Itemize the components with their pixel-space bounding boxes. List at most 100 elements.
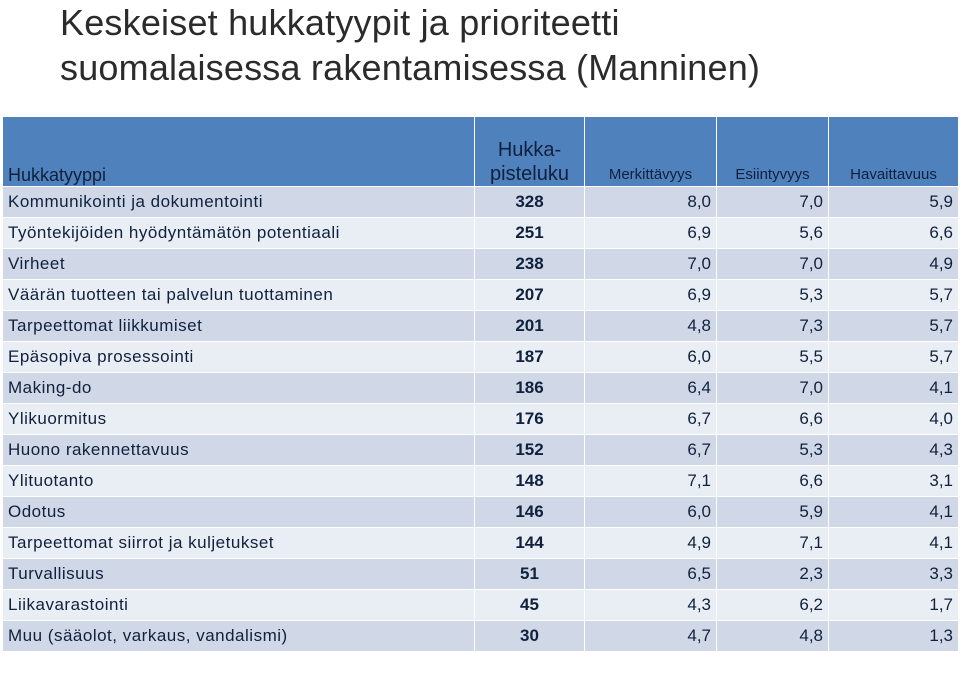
significance-cell: 6,9	[584, 217, 717, 249]
waste-type-cell: Huono rakennettavuus	[2, 434, 475, 466]
waste-points-cell: 187	[474, 341, 585, 373]
detectability-cell: 5,7	[828, 341, 959, 373]
waste-type-cell: Liikavarastointi	[2, 589, 475, 621]
waste-points-cell: 328	[474, 186, 585, 218]
detectability-cell: 4,1	[828, 496, 959, 528]
detectability-cell: 3,3	[828, 558, 959, 590]
significance-cell: 8,0	[584, 186, 717, 218]
table-row: Ylituotanto 148 7,1 6,6 3,1	[2, 465, 959, 497]
waste-points-cell: 51	[474, 558, 585, 590]
waste-points-cell: 146	[474, 496, 585, 528]
waste-type-cell: Odotus	[2, 496, 475, 528]
occurrence-cell: 5,3	[716, 434, 829, 466]
table-row: Huono rakennettavuus 152 6,7 5,3 4,3	[2, 434, 959, 466]
occurrence-cell: 7,0	[716, 186, 829, 218]
waste-points-cell: 207	[474, 279, 585, 311]
table-row: Tarpeettomat liikkumiset 201 4,8 7,3 5,7	[2, 310, 959, 342]
significance-cell: 6,0	[584, 341, 717, 373]
waste-type-cell: Kommunikointi ja dokumentointi	[2, 186, 475, 218]
waste-type-cell: Turvallisuus	[2, 558, 475, 590]
waste-points-cell: 30	[474, 620, 585, 652]
header-waste-points: Hukka- pisteluku	[474, 116, 585, 187]
table-row: Epäsopiva prosessointi 187 6,0 5,5 5,7	[2, 341, 959, 373]
detectability-cell: 4,3	[828, 434, 959, 466]
waste-type-cell: Tarpeettomat liikkumiset	[2, 310, 475, 342]
significance-cell: 6,7	[584, 403, 717, 435]
detectability-cell: 4,1	[828, 372, 959, 404]
header-significance: Merkittävyys	[584, 116, 717, 187]
detectability-cell: 5,7	[828, 279, 959, 311]
detectability-cell: 6,6	[828, 217, 959, 249]
occurrence-cell: 7,1	[716, 527, 829, 559]
waste-type-cell: Ylikuormitus	[2, 403, 475, 435]
detectability-cell: 5,7	[828, 310, 959, 342]
table-row: Making-do 186 6,4 7,0 4,1	[2, 372, 959, 404]
significance-cell: 6,0	[584, 496, 717, 528]
table-row: Turvallisuus 51 6,5 2,3 3,3	[2, 558, 959, 590]
table-row: Virheet 238 7,0 7,0 4,9	[2, 248, 959, 280]
occurrence-cell: 5,6	[716, 217, 829, 249]
table-row: Odotus 146 6,0 5,9 4,1	[2, 496, 959, 528]
significance-cell: 6,5	[584, 558, 717, 590]
table-row: Tarpeettomat siirrot ja kuljetukset 144 4,…	[2, 527, 959, 559]
header-occurrence: Esiintyvyys	[716, 116, 829, 187]
table-row: Kommunikointi ja dokumentointi 328 8,0 7,0 5…	[2, 186, 959, 218]
header-waste-points-line-2: pisteluku	[490, 163, 569, 185]
waste-type-cell: Epäsopiva prosessointi	[2, 341, 475, 373]
waste-types-table: Hukkatyyppi Hukka- pisteluku Merkittävyy…	[2, 116, 959, 652]
detectability-cell: 4,1	[828, 527, 959, 559]
occurrence-cell: 6,6	[716, 465, 829, 497]
waste-type-cell: Väärän tuotteen tai palvelun tuottaminen	[2, 279, 475, 311]
title-line-1: Keskeiset hukkatyypit ja prioriteetti	[60, 2, 620, 43]
waste-points-cell: 201	[474, 310, 585, 342]
occurrence-cell: 4,8	[716, 620, 829, 652]
waste-points-cell: 186	[474, 372, 585, 404]
table-row: Työntekijöiden hyödyntämätön potentiaali…	[2, 217, 959, 249]
table-row: Muu (sääolot, varkaus, vandalismi) 30 4,7 4…	[2, 620, 959, 652]
detectability-cell: 4,9	[828, 248, 959, 280]
significance-cell: 4,3	[584, 589, 717, 621]
significance-cell: 6,4	[584, 372, 717, 404]
significance-cell: 6,7	[584, 434, 717, 466]
waste-type-cell: Työntekijöiden hyödyntämätön potentiaali	[2, 217, 475, 249]
waste-points-cell: 251	[474, 217, 585, 249]
significance-cell: 7,0	[584, 248, 717, 280]
header-waste-type: Hukkatyyppi	[2, 116, 475, 187]
waste-points-cell: 238	[474, 248, 585, 280]
waste-type-cell: Tarpeettomat siirrot ja kuljetukset	[2, 527, 475, 559]
waste-type-cell: Ylituotanto	[2, 465, 475, 497]
waste-points-cell: 45	[474, 589, 585, 621]
significance-cell: 7,1	[584, 465, 717, 497]
waste-type-cell: Muu (sääolot, varkaus, vandalismi)	[2, 620, 475, 652]
significance-cell: 6,9	[584, 279, 717, 311]
title-line-2: suomalaisessa rakentamisessa (Manninen)	[60, 47, 761, 88]
detectability-cell: 3,1	[828, 465, 959, 497]
table-header: Hukkatyyppi Hukka- pisteluku Merkittävyy…	[2, 116, 959, 187]
detectability-cell: 1,3	[828, 620, 959, 652]
waste-points-cell: 176	[474, 403, 585, 435]
occurrence-cell: 5,3	[716, 279, 829, 311]
occurrence-cell: 6,6	[716, 403, 829, 435]
waste-points-cell: 148	[474, 465, 585, 497]
occurrence-cell: 7,0	[716, 248, 829, 280]
significance-cell: 4,9	[584, 527, 717, 559]
waste-type-cell: Making-do	[2, 372, 475, 404]
slide-title: Keskeiset hukkatyypit ja prioriteetti su…	[60, 0, 950, 90]
header-row: Hukkatyyppi Hukka- pisteluku Merkittävyy…	[2, 116, 959, 187]
table-body: Kommunikointi ja dokumentointi 328 8,0 7,0 5…	[2, 186, 959, 652]
significance-cell: 4,7	[584, 620, 717, 652]
occurrence-cell: 7,0	[716, 372, 829, 404]
waste-points-cell: 144	[474, 527, 585, 559]
table-row: Väärän tuotteen tai palvelun tuottaminen…	[2, 279, 959, 311]
waste-type-cell: Virheet	[2, 248, 475, 280]
header-detectability: Havaittavuus	[828, 116, 959, 187]
occurrence-cell: 6,2	[716, 589, 829, 621]
header-waste-points-line-1: Hukka-	[497, 139, 562, 161]
table-row: Ylikuormitus 176 6,7 6,6 4,0	[2, 403, 959, 435]
occurrence-cell: 2,3	[716, 558, 829, 590]
detectability-cell: 5,9	[828, 186, 959, 218]
table-row: Liikavarastointi 45 4,3 6,2 1,7	[2, 589, 959, 621]
occurrence-cell: 5,9	[716, 496, 829, 528]
significance-cell: 4,8	[584, 310, 717, 342]
detectability-cell: 1,7	[828, 589, 959, 621]
